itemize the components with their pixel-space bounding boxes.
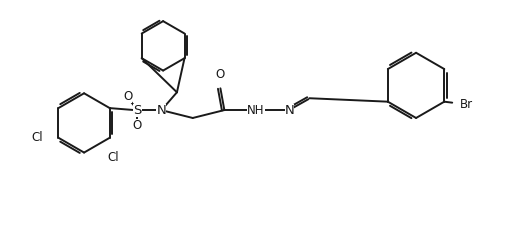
Text: S: S [133, 104, 142, 116]
Text: N: N [156, 104, 166, 116]
Text: O: O [123, 90, 132, 103]
Text: N: N [285, 104, 294, 116]
Text: NH: NH [247, 104, 265, 116]
Text: O: O [133, 119, 142, 132]
Text: Cl: Cl [107, 151, 118, 164]
Text: O: O [216, 69, 225, 81]
Text: Cl: Cl [31, 131, 42, 144]
Text: Br: Br [460, 98, 473, 111]
